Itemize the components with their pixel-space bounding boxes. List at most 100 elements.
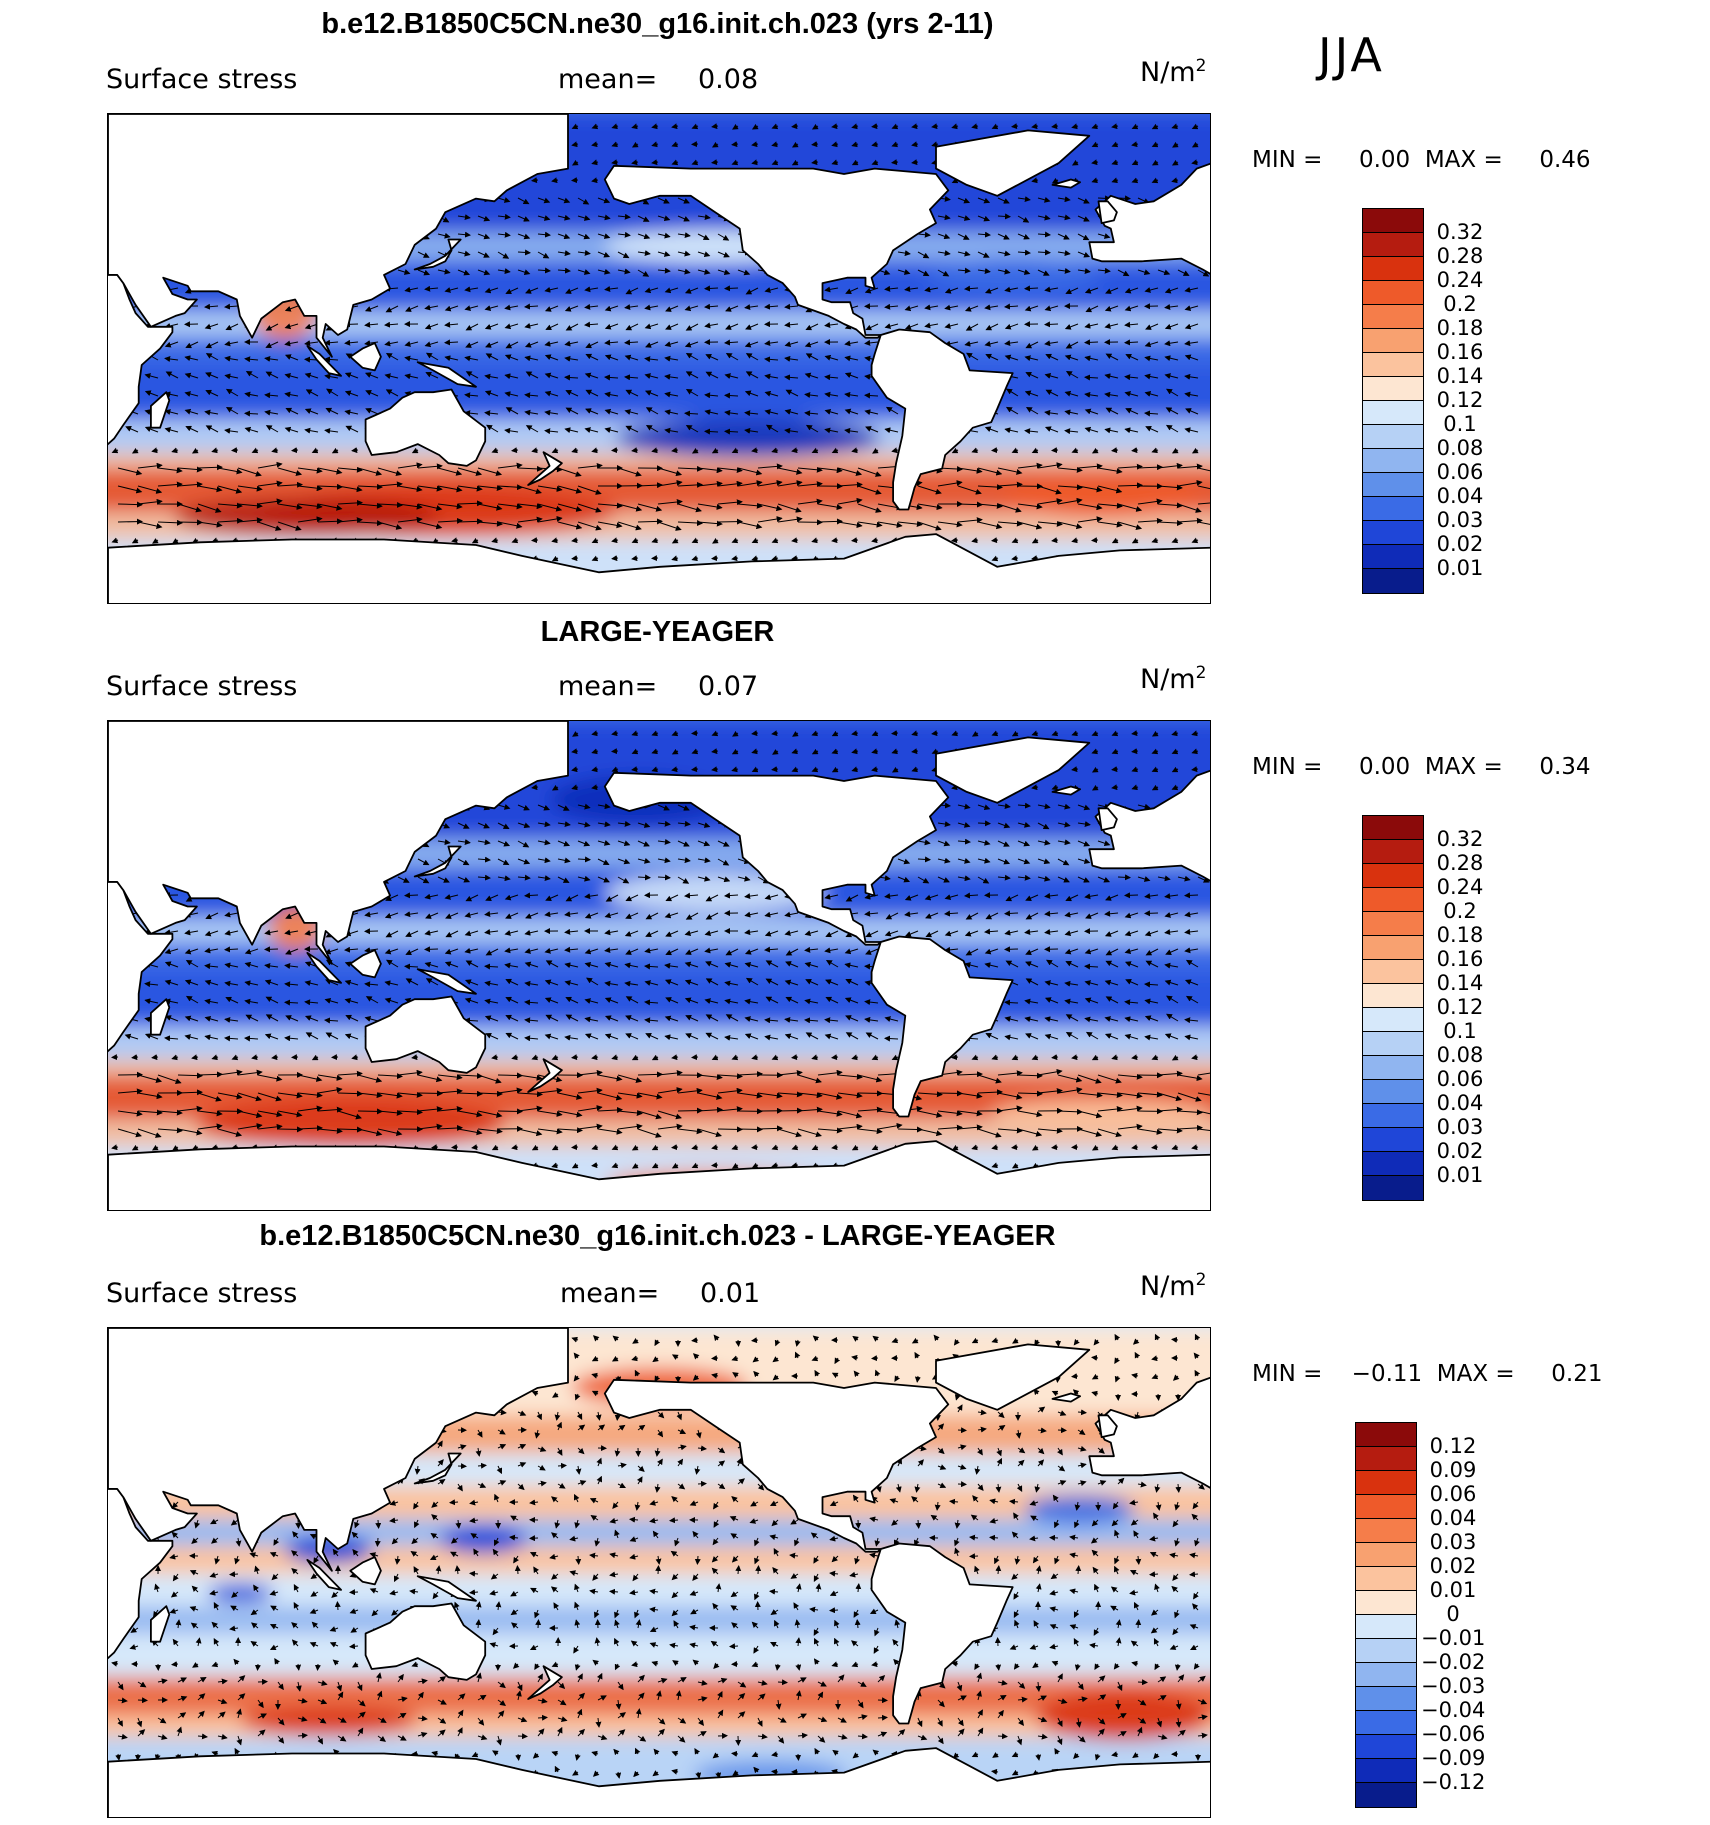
panel-title: b.e12.B1850C5CN.ne30_g16.init.ch.023 (yr… [321,8,994,40]
colorbar-tick-label: 0.03 [1436,508,1484,532]
colorbar-swatch [1363,473,1423,497]
panel-observations: LARGE-YEAGER Surface stress mean= 0.07 N… [0,607,1710,1211]
variable-label: Surface stress [106,671,298,702]
colorbar-swatch [1356,1423,1416,1447]
colorbar-swatch [1363,305,1423,329]
colorbar-tick-label: 0.04 [1436,484,1484,508]
colorbar-swatch [1363,888,1423,912]
colorbar-swatch [1356,1471,1416,1495]
colorbar-swatch [1363,209,1423,233]
colorbar-swatch [1363,840,1423,864]
colorbar-swatch [1356,1711,1416,1735]
mean-value: 0.08 [698,64,759,95]
colorbar-tick-label: 0.14 [1436,971,1484,995]
colorbar-swatch [1363,1008,1423,1032]
colorbar-tick-label: 0.09 [1429,1458,1477,1482]
surface-stress-map [108,114,1210,603]
colorbar-swatch [1363,233,1423,257]
panel-title: b.e12.B1850C5CN.ne30_g16.init.ch.023 - L… [259,1220,1056,1252]
colorbar-swatch [1363,1056,1423,1080]
colorbar-swatch [1356,1543,1416,1567]
colorbar-swatch [1363,960,1423,984]
colorbar-tick-label: 0.12 [1429,1434,1477,1458]
colorbar-tick-label: 0.02 [1429,1554,1477,1578]
colorbar-swatch [1363,257,1423,281]
colorbar-tick-label: 0.2 [1443,899,1477,923]
colorbar [1362,815,1424,1201]
surface-stress-map [108,721,1210,1210]
map-frame [107,113,1211,604]
map-frame [107,720,1211,1211]
colorbar-tick-label: 0.18 [1436,923,1484,947]
colorbar-swatch [1363,329,1423,353]
colorbar-swatch [1363,1176,1423,1200]
colorbar-swatch [1356,1663,1416,1687]
colorbar-tick-label: 0.08 [1436,436,1484,460]
mean-value: 0.01 [700,1278,761,1309]
colorbar-swatch [1356,1591,1416,1615]
colorbar-swatch [1363,912,1423,936]
colorbar-swatch [1363,281,1423,305]
colorbar-swatch [1363,521,1423,545]
colorbar-tick-label: 0 [1446,1602,1460,1626]
colorbar-tick-label: 0.24 [1436,875,1484,899]
panel-title: LARGE-YEAGER [540,616,775,648]
colorbar-tick-label: 0.12 [1436,388,1484,412]
colorbar-tick-label: 0.04 [1429,1506,1477,1530]
season-label: JJA [1318,28,1385,82]
min-max-readout: MIN = 0.00 MAX = 0.34 [1252,754,1591,780]
min-max-readout: MIN = −0.11 MAX = 0.21 [1252,1361,1603,1387]
colorbar-swatch [1363,1080,1423,1104]
colorbar-swatch [1363,1032,1423,1056]
colorbar-swatch [1356,1495,1416,1519]
colorbar-tick-label: 0.08 [1436,1043,1484,1067]
map-frame [107,1327,1211,1818]
colorbar-swatch [1363,936,1423,960]
colorbar-swatch [1363,425,1423,449]
colorbar-tick-label: 0.16 [1436,340,1484,364]
colorbar-tick-label: 0.2 [1443,292,1477,316]
mean-label: mean= [558,671,658,702]
colorbar-tick-label: −0.01 [1421,1626,1486,1650]
colorbar-swatch [1356,1615,1416,1639]
colorbar-tick-label: 0.02 [1436,1139,1484,1163]
colorbar-swatch [1363,545,1423,569]
colorbar-tick-label: 0.1 [1443,412,1477,436]
colorbar-tick-label: 0.1 [1443,1019,1477,1043]
colorbar-tick-label: 0.04 [1436,1091,1484,1115]
colorbar-tick-label: 0.02 [1436,532,1484,556]
colorbar-tick-label: 0.01 [1436,1163,1484,1187]
variable-label: Surface stress [106,64,298,95]
mean-value: 0.07 [698,671,759,702]
colorbar-tick-label: 0.28 [1436,244,1484,268]
continents [108,114,1210,603]
colorbar-tick-label: −0.12 [1421,1770,1486,1794]
colorbar-tick-label: 0.01 [1436,556,1484,580]
colorbar-tick-label: 0.14 [1436,364,1484,388]
continents [108,1328,1210,1817]
colorbar-tick-label: −0.06 [1421,1722,1486,1746]
colorbar-swatch [1363,864,1423,888]
units-label: N/m2 [1140,663,1207,695]
colorbar-tick-label: 0.12 [1436,995,1484,1019]
colorbar-tick-label: 0.06 [1436,460,1484,484]
continents [108,721,1210,1210]
panel-model: b.e12.B1850C5CN.ne30_g16.init.ch.023 (yr… [0,0,1710,604]
min-max-readout: MIN = 0.00 MAX = 0.46 [1252,147,1591,173]
mean-label: mean= [560,1278,660,1309]
colorbar-swatch [1356,1567,1416,1591]
colorbar-tick-label: −0.02 [1421,1650,1486,1674]
colorbar-tick-label: 0.03 [1429,1530,1477,1554]
colorbar-swatch [1363,377,1423,401]
colorbar [1355,1422,1417,1808]
colorbar-swatch [1356,1735,1416,1759]
colorbar-swatch [1356,1639,1416,1663]
colorbar-tick-label: −0.03 [1421,1674,1486,1698]
colorbar-tick-label: 0.32 [1436,220,1484,244]
colorbar-swatch [1356,1519,1416,1543]
colorbar-swatch [1356,1447,1416,1471]
colorbar-tick-label: −0.09 [1421,1746,1486,1770]
colorbar-swatch [1363,1152,1423,1176]
colorbar-tick-label: 0.06 [1436,1067,1484,1091]
colorbar-tick-label: 0.03 [1436,1115,1484,1139]
